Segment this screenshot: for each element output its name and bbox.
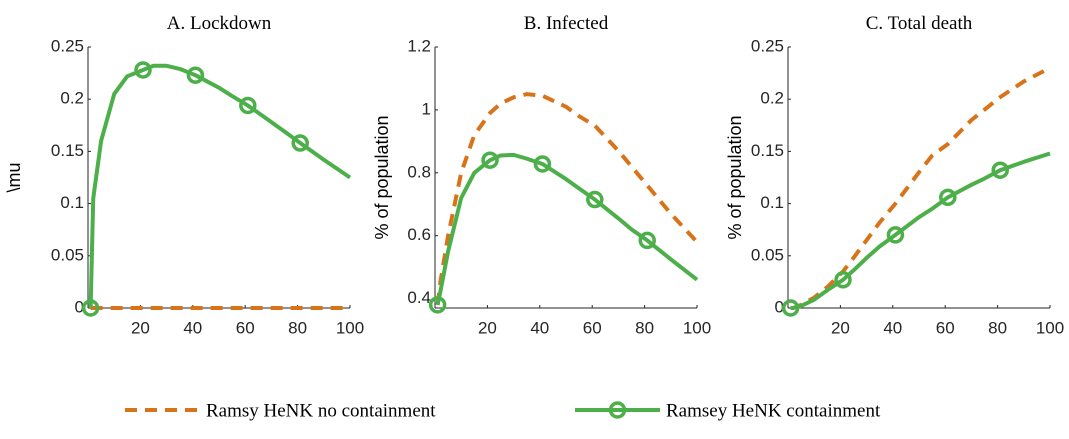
y-tick-label: 0.6: [407, 225, 431, 244]
legend-label: Ramsey HeNK containment: [666, 400, 881, 421]
y-tick-label: 0.15: [51, 141, 84, 160]
y-tick-label: 0.25: [751, 36, 784, 55]
legend: Ramsy HeNK no containment Ramsey HeNK con…: [125, 400, 881, 421]
series-line: [435, 152, 699, 306]
series-marker: [186, 66, 205, 84]
series-marker: [134, 61, 152, 79]
subplot-title: A. Lockdown: [167, 13, 272, 34]
x-tick-label: 20: [478, 318, 497, 337]
series-marker: [533, 155, 552, 173]
subplot-title: B. Infected: [524, 13, 609, 34]
series-marker: [81, 299, 100, 317]
y-tick-label: 0.25: [51, 36, 84, 55]
series-marker: [481, 151, 499, 169]
x-tick-label: 40: [883, 318, 902, 337]
series-marker: [834, 271, 852, 289]
legend-label: Ramsy HeNK no containment: [206, 400, 436, 421]
x-tick-label: 60: [236, 318, 255, 337]
y-tick-label: 0.1: [60, 193, 84, 212]
subplot-title: C. Total death: [866, 13, 973, 34]
series-marker: [991, 161, 1009, 179]
series-marker: [939, 188, 957, 207]
x-tick-label: 60: [936, 318, 955, 337]
y-axis-label: % of population: [372, 115, 392, 239]
y-tick-label: 0.05: [51, 245, 84, 264]
y-axis-label: \mu: [4, 162, 24, 192]
y-tick-label: 0.05: [751, 245, 784, 264]
y-tick-label: 0.1: [760, 193, 784, 212]
x-tick-label: 80: [988, 318, 1007, 337]
x-tick-label: 80: [288, 318, 307, 337]
y-tick-label: 1: [422, 99, 431, 118]
series-marker: [886, 226, 905, 244]
y-tick-label: 0.15: [751, 141, 784, 160]
series-line: [790, 151, 1051, 310]
legend-marker: [608, 401, 627, 419]
x-tick-label: 100: [1036, 318, 1064, 337]
x-tick-label: 100: [683, 318, 711, 337]
y-tick-label: 0.2: [60, 89, 84, 108]
series-marker: [291, 134, 309, 152]
x-tick-label: 20: [831, 318, 850, 337]
series-marker: [428, 296, 447, 314]
y-tick-label: 0: [775, 297, 784, 316]
y-tick-label: 0.2: [760, 89, 784, 108]
subplot: A. Lockdown \mu 0 0.05 0.1 0.15 0.2 0.25 20 40 60 8…: [4, 13, 364, 337]
y-tick-label: 0: [75, 297, 84, 316]
series-line: [88, 63, 352, 309]
y-tick-label: 1.2: [407, 36, 431, 55]
subplot: C. Total death % of population 0 0.05 0.1 0.1…: [725, 13, 1064, 337]
series-line: [435, 92, 699, 306]
x-tick-label: 80: [635, 318, 654, 337]
subplot: B. Infected % of population 0.4 0.6 0.8 1 1.2 2…: [372, 13, 711, 337]
x-tick-label: 40: [530, 318, 549, 337]
y-tick-label: 0.4: [407, 288, 431, 307]
x-tick-label: 60: [583, 318, 602, 337]
series-marker: [239, 96, 257, 115]
series-line: [790, 66, 1051, 310]
y-tick-label: 0.8: [407, 162, 431, 181]
x-tick-label: 20: [131, 318, 150, 337]
x-tick-label: 40: [183, 318, 202, 337]
y-axis-label: % of population: [725, 115, 745, 239]
x-tick-label: 100: [336, 318, 364, 337]
series-marker: [781, 299, 800, 317]
series-marker: [638, 231, 656, 250]
series-marker: [586, 190, 604, 209]
